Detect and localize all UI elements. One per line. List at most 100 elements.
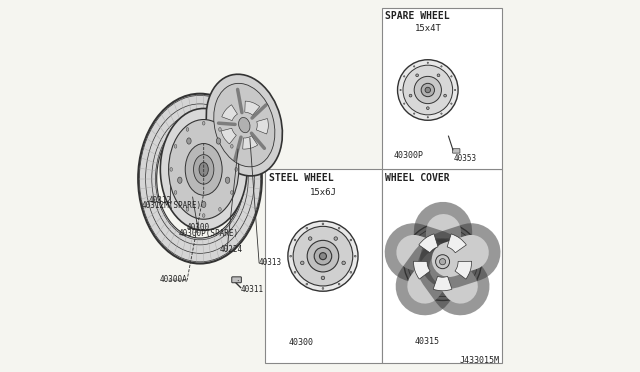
Text: 40312: 40312 xyxy=(148,196,172,205)
Circle shape xyxy=(426,107,429,109)
Ellipse shape xyxy=(193,155,214,184)
Text: 40353: 40353 xyxy=(454,154,477,163)
Wedge shape xyxy=(221,128,236,144)
Wedge shape xyxy=(245,101,260,115)
Ellipse shape xyxy=(202,121,205,125)
Circle shape xyxy=(294,239,296,241)
Circle shape xyxy=(427,62,428,63)
Text: WHEEL COVER: WHEEL COVER xyxy=(385,173,450,183)
Wedge shape xyxy=(455,261,472,279)
Wedge shape xyxy=(447,234,467,253)
Circle shape xyxy=(437,74,440,77)
Circle shape xyxy=(350,272,352,273)
Ellipse shape xyxy=(185,144,222,195)
FancyBboxPatch shape xyxy=(266,169,381,363)
Wedge shape xyxy=(413,261,430,279)
Text: 40300: 40300 xyxy=(289,338,314,347)
Wedge shape xyxy=(419,234,438,253)
Ellipse shape xyxy=(187,138,191,144)
Circle shape xyxy=(451,103,452,104)
Circle shape xyxy=(403,65,452,115)
Circle shape xyxy=(288,221,358,291)
Circle shape xyxy=(306,283,308,285)
Text: 40300P(SPARE): 40300P(SPARE) xyxy=(179,229,239,238)
Wedge shape xyxy=(222,105,237,121)
Text: 40315: 40315 xyxy=(415,337,440,346)
Circle shape xyxy=(338,283,340,285)
Text: SPARE WHEEL: SPARE WHEEL xyxy=(385,11,450,20)
Text: 40300P: 40300P xyxy=(394,151,424,160)
Ellipse shape xyxy=(170,167,173,171)
Ellipse shape xyxy=(239,118,250,133)
Circle shape xyxy=(290,255,292,257)
Circle shape xyxy=(307,240,339,272)
Circle shape xyxy=(321,276,324,280)
Circle shape xyxy=(301,261,304,264)
Circle shape xyxy=(404,103,405,104)
Circle shape xyxy=(440,259,445,265)
Circle shape xyxy=(338,227,340,229)
Circle shape xyxy=(414,76,442,104)
Ellipse shape xyxy=(216,138,221,144)
Circle shape xyxy=(444,94,447,97)
Ellipse shape xyxy=(202,201,206,208)
Ellipse shape xyxy=(219,128,221,131)
Ellipse shape xyxy=(178,177,182,183)
Circle shape xyxy=(454,89,456,91)
Text: 40311: 40311 xyxy=(238,280,264,294)
Ellipse shape xyxy=(214,83,275,167)
Text: J433015M: J433015M xyxy=(459,356,499,365)
Text: 40300A: 40300A xyxy=(159,275,187,284)
Ellipse shape xyxy=(199,162,208,176)
Circle shape xyxy=(404,76,405,77)
Circle shape xyxy=(409,94,412,97)
Circle shape xyxy=(314,247,332,265)
Circle shape xyxy=(427,116,428,118)
Circle shape xyxy=(413,66,415,67)
Ellipse shape xyxy=(157,119,243,238)
Wedge shape xyxy=(433,276,452,291)
Wedge shape xyxy=(256,119,268,134)
Ellipse shape xyxy=(174,144,177,148)
Ellipse shape xyxy=(202,214,205,217)
Circle shape xyxy=(350,239,352,241)
Circle shape xyxy=(397,60,458,120)
Circle shape xyxy=(436,255,449,269)
Ellipse shape xyxy=(174,190,177,194)
FancyBboxPatch shape xyxy=(381,8,502,169)
Circle shape xyxy=(294,272,296,273)
Circle shape xyxy=(400,89,401,91)
Ellipse shape xyxy=(138,94,262,263)
Circle shape xyxy=(308,237,312,240)
Circle shape xyxy=(322,288,324,289)
Text: 40300: 40300 xyxy=(186,223,209,232)
Circle shape xyxy=(451,76,452,77)
Circle shape xyxy=(441,66,442,67)
Circle shape xyxy=(404,223,481,301)
Ellipse shape xyxy=(206,74,282,176)
Ellipse shape xyxy=(235,167,237,171)
FancyBboxPatch shape xyxy=(232,277,241,283)
Circle shape xyxy=(416,74,419,77)
Ellipse shape xyxy=(225,177,230,183)
Ellipse shape xyxy=(168,119,239,219)
Text: 40224: 40224 xyxy=(220,246,243,254)
Circle shape xyxy=(334,237,337,240)
Circle shape xyxy=(355,255,356,257)
Text: 40312M(SPARE): 40312M(SPARE) xyxy=(142,201,202,210)
Circle shape xyxy=(421,83,435,97)
Circle shape xyxy=(293,226,353,286)
Ellipse shape xyxy=(230,190,233,194)
FancyBboxPatch shape xyxy=(381,169,502,363)
Text: 15x6J: 15x6J xyxy=(310,188,337,197)
Circle shape xyxy=(441,113,442,114)
Circle shape xyxy=(322,223,324,225)
Circle shape xyxy=(319,253,326,260)
Text: STEEL WHEEL: STEEL WHEEL xyxy=(269,173,333,183)
Ellipse shape xyxy=(230,144,233,148)
Circle shape xyxy=(408,227,477,296)
Circle shape xyxy=(306,227,308,229)
Circle shape xyxy=(342,261,346,264)
FancyBboxPatch shape xyxy=(452,149,460,153)
Ellipse shape xyxy=(160,109,247,230)
